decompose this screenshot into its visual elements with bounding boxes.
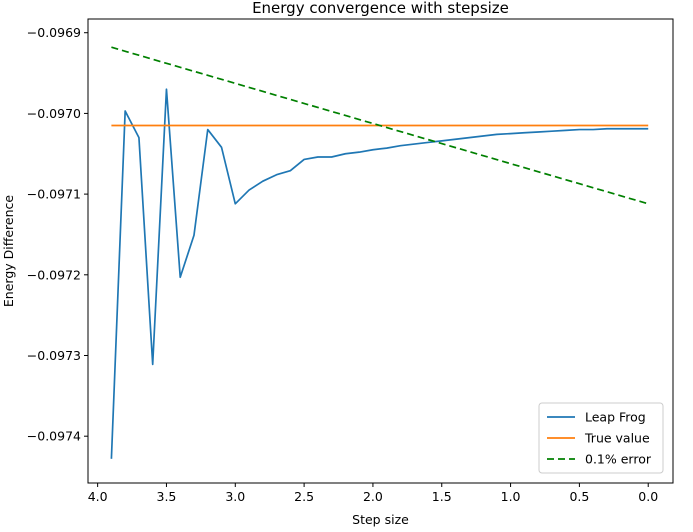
x-tick-label: 0.5 (569, 489, 589, 504)
x-tick-label: 3.0 (225, 489, 245, 504)
y-tick-label: −0.0971 (27, 187, 81, 202)
series-line-leap-frog (110, 88, 649, 459)
x-tick-label: 1.0 (501, 489, 521, 504)
y-tick-label: −0.0974 (27, 429, 81, 444)
x-tick-label: 0.0 (638, 489, 658, 504)
x-axis: 4.0 3.5 3.0 2.5 2.0 1.5 1.0 0.5 0.0 (88, 483, 658, 504)
y-tick-label: −0.0970 (27, 106, 81, 121)
y-axis-label: Energy Difference (1, 195, 16, 307)
y-tick-label: −0.0972 (27, 267, 81, 282)
y-axis: −0.0969 −0.0970 −0.0971 −0.0972 −0.0973 −0.09… (27, 25, 88, 444)
x-tick-label: 2.5 (294, 489, 314, 504)
chart-title: Energy convergence with stepsize (252, 0, 509, 17)
series-line-0-1-error (111, 46, 649, 205)
x-tick-label: 4.0 (88, 489, 108, 504)
legend-box (538, 402, 664, 474)
legend-label: Leap Frog (585, 410, 646, 425)
y-tick-label: −0.0969 (27, 25, 81, 40)
y-tick-label: −0.0973 (27, 348, 81, 363)
x-tick-label: 1.5 (432, 489, 452, 504)
legend-label: True value (584, 431, 650, 446)
x-axis-label: Step size (352, 512, 409, 527)
series-layer (110, 46, 649, 459)
legend-label: 0.1% error (585, 452, 652, 467)
x-tick-label: 2.0 (363, 489, 383, 504)
legend: Leap Frog True value 0.1% error (538, 402, 664, 474)
x-tick-label: 3.5 (157, 489, 177, 504)
